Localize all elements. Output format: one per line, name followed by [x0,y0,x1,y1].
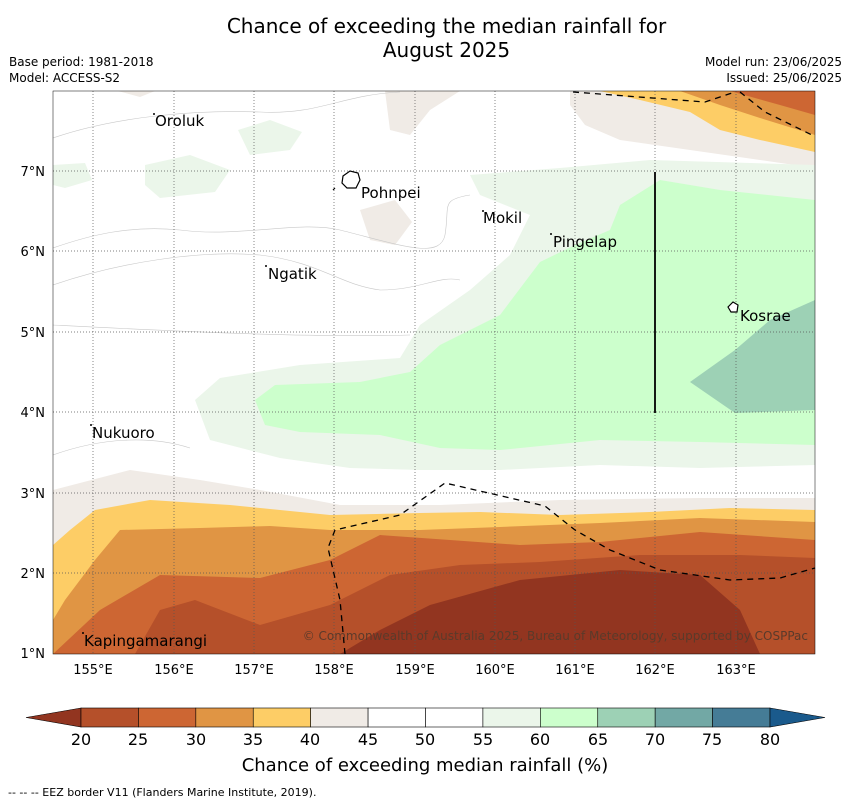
eez-legend-note: -- -- -- EEZ border V11 (Flanders Marine… [8,786,317,799]
grey-blob-north [385,91,460,135]
map-fields [53,91,815,654]
lat-tick-1: 1°N [21,647,46,662]
colorbar-under-arrow [25,707,82,728]
cb-label-20: 20 [70,730,92,749]
cb-label-75: 75 [701,730,723,749]
colorbar-title: Chance of exceeding median rainfall (%) [241,755,609,776]
colorbar-segment [252,707,311,728]
cb-label-45: 45 [357,730,379,749]
meta-right: Model run: 23/06/2025 Issued: 25/06/2025 [705,54,842,86]
above-normal-60-zone [255,180,815,450]
colorbar-segment [482,707,541,728]
north-25-zone [730,91,815,115]
colorbar [25,707,826,728]
lat-tick-5: 5°N [21,326,46,341]
label-mokil: Mokil [483,209,522,227]
cb-label-65: 65 [587,730,609,749]
green-blob-3 [53,163,92,188]
lon-tick-158: 158°E [314,663,354,678]
lon-tick-161: 161°E [555,663,595,678]
label-nukuoro: Nukuoro [92,424,155,442]
lon-tick-156: 156°E [154,663,194,678]
pohnpei-islet [332,187,336,191]
map-frame [52,90,816,655]
atoll-markers [82,113,552,634]
label-oroluk: Oroluk [155,112,204,130]
meta-left: Base period: 1981-2018 Model: ACCESS-S2 [9,54,154,86]
cb-label-55: 55 [472,730,494,749]
colorbar-segment [712,707,771,728]
lon-tick-157: 157°E [234,663,274,678]
lat-tick-labels: 7°N 6°N 5°N 4°N 3°N 2°N 1°N [21,165,46,662]
title-line-2: August 2025 [382,38,511,62]
cb-label-40: 40 [299,730,321,749]
colorbar-over-arrow [769,707,826,728]
cb-label-25: 25 [127,730,149,749]
pohnpei-island [341,170,361,189]
issued-date: Issued: 25/06/2025 [726,71,842,85]
colorbar-segment [138,707,197,728]
lat-tick-2: 2°N [21,567,46,582]
lat-tick-7: 7°N [21,165,46,180]
lat-tick-6: 6°N [21,245,46,260]
colorbar-segment [80,707,139,728]
title-line-1: Chance of exceeding the median rainfall … [226,14,667,38]
cb-label-30: 30 [185,730,207,749]
base-period: Base period: 1981-2018 [9,55,154,69]
lon-tick-labels: 155°E 156°E 157°E 158°E 159°E 160°E 161°… [73,663,756,678]
lon-tick-155: 155°E [73,663,113,678]
colorbar-segment [310,707,369,728]
cb-label-35: 35 [242,730,264,749]
green-blob-2 [145,155,230,198]
cb-label-70: 70 [644,730,666,749]
graticule [53,91,815,654]
colorbar-segment [367,707,426,728]
copyright-notice: © Commonwealth of Australia 2025, Bureau… [303,629,808,643]
kosrae-island [727,301,739,313]
green-blob-1 [238,120,302,155]
lat-tick-4: 4°N [21,406,46,421]
label-pingelap: Pingelap [553,233,617,251]
label-kosrae: Kosrae [740,307,791,325]
colorbar-segment [597,707,656,728]
south-below-20-zone [340,570,760,654]
cb-label-60: 60 [529,730,551,749]
model-run: Model run: 23/06/2025 [704,55,842,69]
above-normal-65-zone [690,300,815,413]
model-name: Model: ACCESS-S2 [9,71,121,85]
lon-tick-159: 159°E [395,663,435,678]
grey-blob-oroluk [118,91,155,97]
colorbar-segment [654,707,713,728]
lon-tick-162: 162°E [635,663,675,678]
label-kapingamarangi: Kapingamarangi [84,632,207,650]
cb-label-50: 50 [414,730,436,749]
label-pohnpei: Pohnpei [361,184,421,202]
lon-tick-163: 163°E [716,663,756,678]
colorbar-segment [425,707,484,728]
colorbar-segment [540,707,599,728]
map-title: Chance of exceeding the median rainfall … [0,14,850,62]
cb-label-80: 80 [759,730,781,749]
eez-border [327,91,816,655]
lon-tick-160: 160°E [475,663,515,678]
label-ngatik: Ngatik [268,265,317,283]
grey-blob-pohnpei [360,200,412,245]
colorbar-segment [195,707,254,728]
lat-tick-3: 3°N [21,487,46,502]
